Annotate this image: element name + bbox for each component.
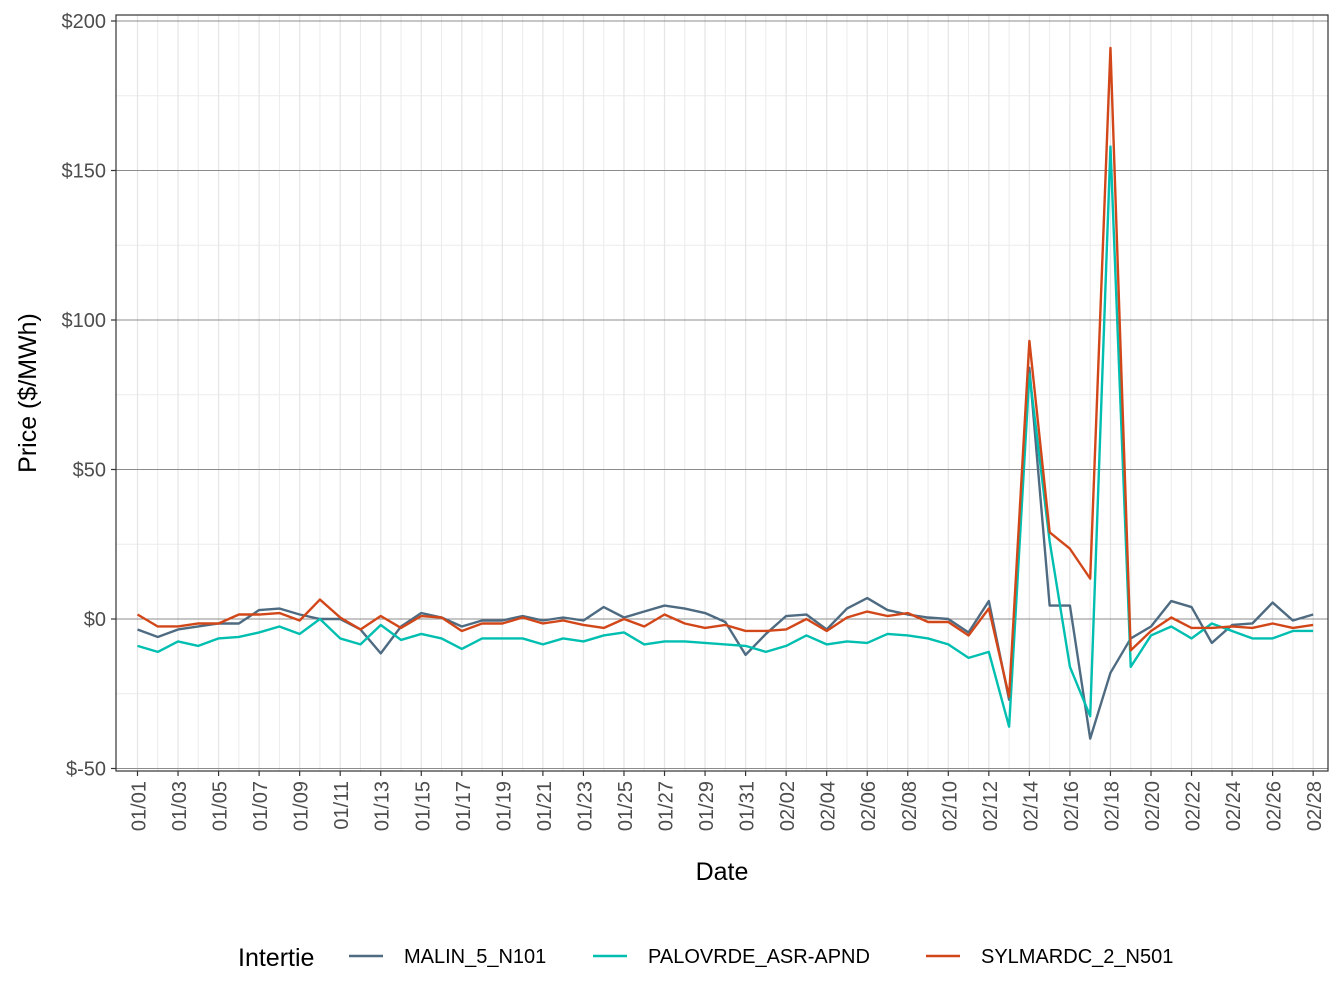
y-axis: $-50 $0 $50 $100 $150 $200 — [62, 11, 116, 781]
y-tick-label: $200 — [62, 11, 107, 33]
x-axis-title: Date — [696, 858, 749, 886]
x-tick-label: 01/15 — [412, 781, 434, 831]
y-tick-label: $0 — [84, 609, 106, 631]
series-line-PALOVRDE_ASR-APND — [137, 145, 1314, 728]
x-tick-label: 01/11 — [331, 781, 353, 830]
panel-border — [115, 14, 1329, 772]
x-tick-label: 02/12 — [980, 781, 1002, 831]
legend-title: Intertie — [238, 944, 314, 972]
x-tick-label: 01/03 — [169, 781, 191, 831]
x-tick-label: 02/04 — [818, 781, 840, 831]
series-line-MALIN_5_N101 — [137, 366, 1314, 740]
x-tick-label: 02/14 — [1020, 781, 1042, 831]
x-tick-label: 02/10 — [939, 781, 961, 831]
y-tick-label: $150 — [62, 161, 107, 183]
x-tick-label: 01/17 — [453, 781, 475, 831]
y-tick-label: $50 — [73, 460, 106, 482]
y-tick-label: $100 — [62, 310, 107, 332]
x-tick-label: 01/19 — [493, 781, 515, 831]
x-tick-label: 01/23 — [574, 781, 596, 831]
x-axis: 01/01 01/03 01/05 01/07 01/09 01/11 01/13 01/15… — [129, 771, 1326, 831]
x-tick-label: 01/09 — [291, 781, 313, 831]
x-tick-label: 02/20 — [1142, 781, 1164, 831]
legend: Intertie MALIN_5_N101 PALOVRDE_ASR-APND SY… — [238, 944, 1173, 972]
x-tick-label: 01/29 — [696, 781, 718, 831]
series-line-SYLMARDC_2_N501 — [136, 46, 1314, 698]
x-tick-label: 01/27 — [656, 781, 678, 831]
x-tick-label: 02/16 — [1061, 781, 1083, 831]
x-tick-label: 01/21 — [534, 781, 556, 831]
series-lines — [136, 46, 1314, 740]
y-axis-title: Price ($/MWh) — [14, 313, 42, 473]
x-tick-label: 01/07 — [250, 781, 272, 831]
x-tick-label: 02/18 — [1101, 781, 1123, 831]
x-tick-label: 02/28 — [1304, 781, 1326, 831]
legend-label: PALOVRDE_ASR-APND — [648, 946, 870, 968]
x-tick-label: 02/02 — [777, 781, 799, 831]
x-tick-label: 02/26 — [1264, 781, 1286, 831]
x-tick-label: 02/06 — [858, 781, 880, 831]
x-tick-label: 01/05 — [210, 781, 232, 831]
x-tick-label: 01/13 — [372, 781, 394, 831]
x-tick-label: 02/22 — [1183, 781, 1205, 831]
x-tick-label: 02/08 — [899, 781, 921, 831]
minor-gridlines — [116, 15, 1328, 771]
x-tick-label: 01/25 — [615, 781, 637, 831]
legend-label: MALIN_5_N101 — [404, 946, 546, 968]
legend-label: SYLMARDC_2_N501 — [981, 946, 1173, 968]
x-tick-label: 01/31 — [737, 781, 759, 831]
x-tick-label: 01/01 — [129, 781, 151, 831]
x-tick-label: 02/24 — [1223, 781, 1245, 831]
y-tick-label: $-50 — [66, 759, 106, 781]
